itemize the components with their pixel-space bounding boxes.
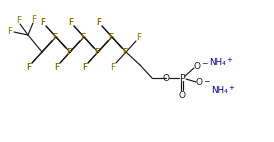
Text: +: + <box>226 57 232 63</box>
Text: F: F <box>27 62 32 72</box>
Text: F: F <box>82 62 87 72</box>
Text: F: F <box>81 33 85 41</box>
Text: F: F <box>136 33 141 41</box>
Text: F: F <box>16 15 21 25</box>
Text: F: F <box>95 48 99 57</box>
Text: F: F <box>122 48 127 57</box>
Text: F: F <box>68 17 73 27</box>
Text: F: F <box>41 17 45 27</box>
Text: F: F <box>109 33 113 41</box>
Text: +: + <box>228 85 234 91</box>
Text: O: O <box>162 74 170 83</box>
Text: F: F <box>27 62 32 72</box>
Text: F: F <box>122 48 127 57</box>
Text: O: O <box>193 61 201 70</box>
Text: F: F <box>7 27 13 36</box>
Text: F: F <box>96 17 101 27</box>
Text: NH: NH <box>212 85 225 94</box>
Text: F: F <box>67 48 72 57</box>
Text: F: F <box>68 17 73 27</box>
Text: F: F <box>41 17 45 27</box>
Text: P: P <box>179 74 185 83</box>
Text: O: O <box>178 91 185 101</box>
Text: F: F <box>67 48 72 57</box>
Text: 4: 4 <box>222 60 226 65</box>
Text: F: F <box>109 33 113 41</box>
Text: F: F <box>55 62 59 72</box>
Text: 4: 4 <box>224 88 228 93</box>
Text: F: F <box>53 33 58 41</box>
Text: F: F <box>110 62 116 72</box>
Text: F: F <box>53 33 58 41</box>
Text: NH: NH <box>209 58 222 66</box>
Text: F: F <box>55 62 59 72</box>
Text: −: − <box>203 78 209 86</box>
Text: O: O <box>196 78 202 86</box>
Text: F: F <box>32 14 36 23</box>
Text: F: F <box>95 48 99 57</box>
Text: F: F <box>82 62 87 72</box>
Text: F: F <box>96 17 101 27</box>
Text: −: − <box>201 59 207 68</box>
Text: F: F <box>81 33 85 41</box>
